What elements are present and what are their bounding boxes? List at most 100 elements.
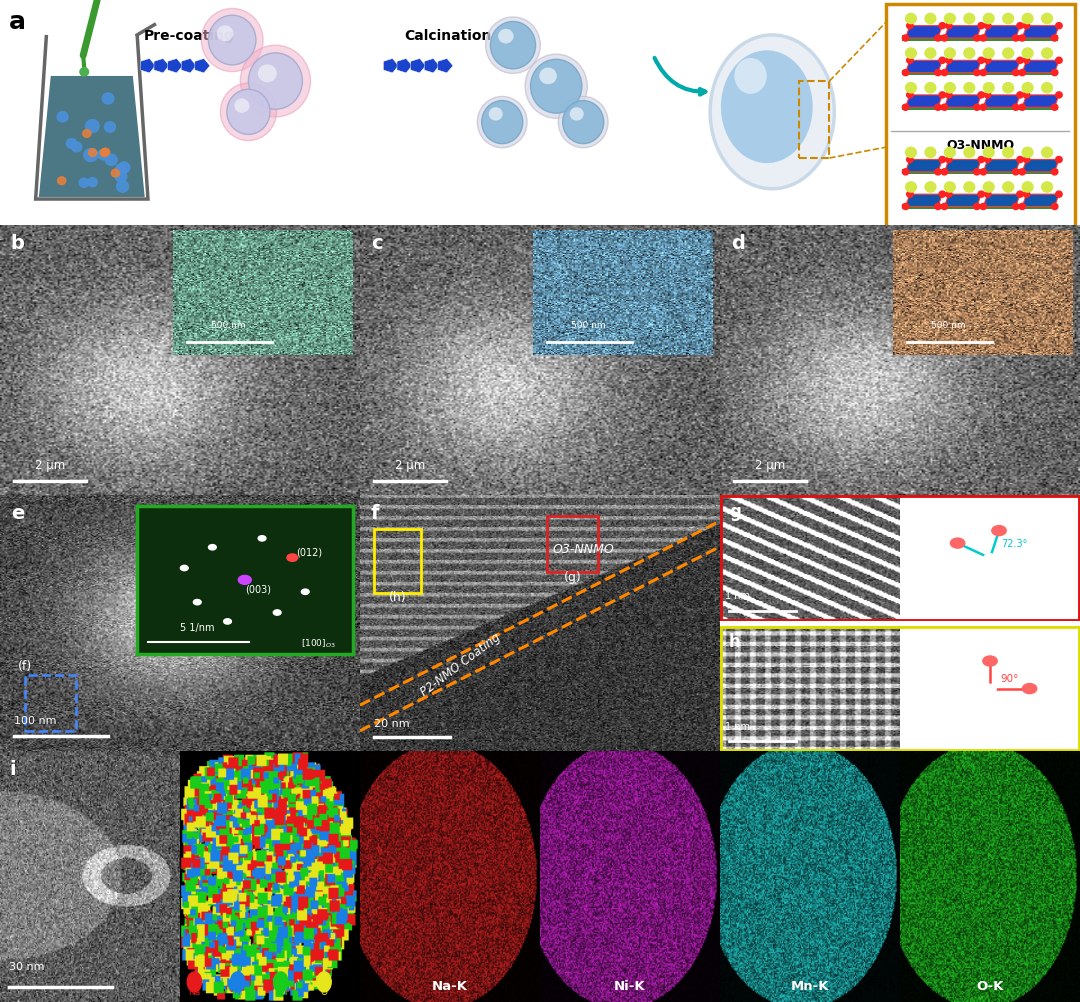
Circle shape (1022, 182, 1032, 193)
Circle shape (796, 237, 818, 259)
Ellipse shape (539, 68, 557, 85)
Polygon shape (424, 59, 440, 74)
Text: a: a (9, 10, 26, 34)
Text: Mn: Mn (274, 987, 287, 996)
Circle shape (939, 157, 946, 163)
Ellipse shape (530, 60, 582, 114)
Text: Ni/Mn: Ni/Mn (946, 243, 976, 253)
Text: (012): (012) (926, 534, 951, 544)
Text: M$_x$(C$_2$O$_4$): M$_x$(C$_2$O$_4$) (462, 241, 511, 255)
Circle shape (978, 93, 985, 99)
Circle shape (1018, 36, 1025, 42)
Text: Oxalic acid: Oxalic acid (341, 243, 399, 253)
Polygon shape (397, 59, 413, 74)
Circle shape (984, 684, 997, 693)
Ellipse shape (525, 55, 588, 119)
Ellipse shape (240, 46, 311, 118)
Bar (902, 71, 1057, 76)
Circle shape (975, 582, 987, 590)
Text: O: O (825, 243, 834, 253)
Circle shape (939, 93, 946, 99)
Circle shape (941, 204, 948, 210)
Circle shape (1012, 36, 1018, 42)
Polygon shape (905, 27, 942, 39)
Text: 1 nm: 1 nm (726, 721, 751, 731)
Ellipse shape (258, 65, 276, 83)
Circle shape (83, 130, 91, 138)
Circle shape (1022, 83, 1032, 94)
Circle shape (1012, 169, 1018, 175)
Polygon shape (905, 195, 942, 207)
Circle shape (118, 162, 130, 174)
Text: (g): (g) (564, 570, 581, 583)
Circle shape (926, 83, 935, 94)
Text: Ni-K: Ni-K (615, 980, 646, 992)
Circle shape (963, 182, 974, 193)
Circle shape (980, 105, 986, 111)
Text: O3-NNMO: O3-NNMO (552, 542, 615, 555)
Circle shape (974, 204, 981, 210)
Polygon shape (944, 195, 981, 207)
Circle shape (1002, 49, 1013, 59)
Bar (902, 170, 1057, 175)
Text: Mn-K: Mn-K (791, 980, 829, 992)
Circle shape (974, 70, 981, 76)
Circle shape (939, 24, 946, 30)
Circle shape (906, 192, 913, 198)
Circle shape (1041, 49, 1052, 59)
Circle shape (978, 24, 985, 30)
Text: c: c (370, 233, 382, 253)
Circle shape (1016, 24, 1023, 30)
Polygon shape (154, 59, 170, 74)
Text: (f): (f) (18, 659, 32, 672)
Circle shape (1018, 105, 1025, 111)
Bar (548, 516, 597, 573)
Circle shape (70, 237, 92, 259)
Polygon shape (140, 59, 156, 74)
Circle shape (1023, 24, 1029, 30)
Circle shape (1051, 36, 1057, 42)
Ellipse shape (498, 30, 514, 44)
Bar (902, 36, 1057, 41)
Polygon shape (39, 77, 145, 197)
Ellipse shape (217, 26, 233, 42)
Text: Calcination: Calcination (405, 29, 491, 43)
Text: 5 1/nm: 5 1/nm (936, 719, 971, 729)
Text: O-K: O-K (976, 980, 1003, 992)
Text: b: b (11, 233, 25, 253)
Circle shape (1016, 93, 1023, 99)
Circle shape (935, 70, 942, 76)
Circle shape (80, 69, 89, 77)
Circle shape (939, 58, 946, 64)
Polygon shape (905, 160, 942, 172)
Circle shape (433, 237, 455, 259)
Text: d: d (731, 233, 745, 253)
Circle shape (116, 171, 126, 182)
Text: 100 nm: 100 nm (14, 715, 57, 725)
Circle shape (941, 36, 948, 42)
Text: O: O (321, 987, 327, 996)
Circle shape (991, 526, 1007, 536)
Polygon shape (1022, 27, 1058, 39)
Text: 2 μm: 2 μm (36, 459, 66, 472)
Circle shape (103, 94, 113, 105)
Circle shape (917, 237, 939, 259)
Polygon shape (944, 61, 981, 73)
Polygon shape (905, 61, 942, 73)
Text: 2 μm: 2 μm (395, 459, 426, 472)
Text: 30 nm: 30 nm (9, 962, 44, 971)
Text: (003): (003) (1001, 521, 1027, 530)
Polygon shape (944, 96, 981, 108)
Circle shape (1023, 157, 1029, 163)
Circle shape (951, 539, 964, 548)
Circle shape (935, 105, 942, 111)
Circle shape (963, 148, 974, 158)
Circle shape (111, 170, 120, 177)
Circle shape (983, 83, 994, 94)
Ellipse shape (489, 108, 503, 121)
Circle shape (102, 149, 110, 156)
Circle shape (312, 237, 334, 259)
Bar (375, 529, 421, 593)
Circle shape (1023, 684, 1037, 694)
Text: P2-NMO: P2-NMO (583, 243, 624, 253)
